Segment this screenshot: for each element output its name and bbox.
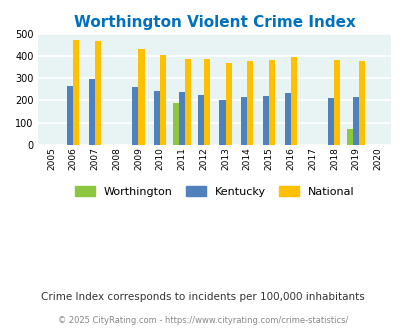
Bar [67, 86, 73, 145]
Bar [160, 55, 166, 145]
Bar [154, 91, 160, 145]
Bar [179, 91, 185, 145]
Bar [95, 41, 101, 145]
Bar [219, 100, 225, 145]
Bar [197, 95, 203, 145]
Bar [173, 103, 179, 145]
Bar [328, 98, 334, 145]
Bar [358, 60, 364, 145]
Legend: Worthington, Kentucky, National: Worthington, Kentucky, National [75, 186, 354, 197]
Bar [185, 58, 191, 145]
Bar [269, 60, 275, 145]
Bar [73, 40, 79, 145]
Bar [132, 87, 138, 145]
Text: Crime Index corresponds to incidents per 100,000 inhabitants: Crime Index corresponds to incidents per… [41, 292, 364, 302]
Bar [346, 129, 352, 145]
Bar [138, 49, 144, 145]
Bar [262, 96, 269, 145]
Bar [290, 56, 296, 145]
Bar [225, 63, 231, 145]
Bar [352, 97, 358, 145]
Bar [284, 93, 290, 145]
Bar [241, 97, 247, 145]
Text: © 2025 CityRating.com - https://www.cityrating.com/crime-statistics/: © 2025 CityRating.com - https://www.city… [58, 315, 347, 325]
Title: Worthington Violent Crime Index: Worthington Violent Crime Index [74, 15, 355, 30]
Bar [89, 79, 95, 145]
Bar [247, 60, 253, 145]
Bar [334, 60, 340, 145]
Bar [203, 59, 209, 145]
